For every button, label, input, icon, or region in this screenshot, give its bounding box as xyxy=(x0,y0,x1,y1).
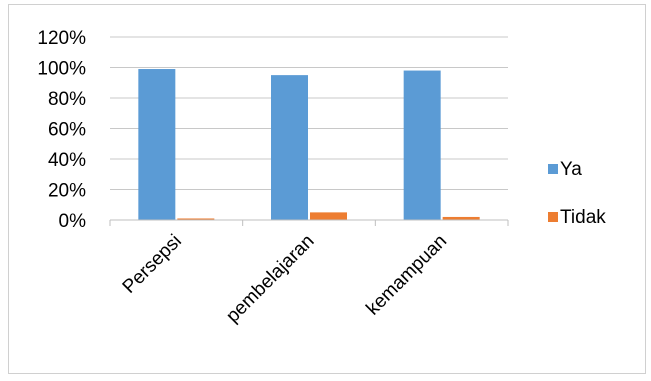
gridlines xyxy=(110,36,508,190)
y-tick-label: 60% xyxy=(48,120,86,141)
x-category-label: pembelajaran xyxy=(222,231,318,327)
legend-swatch-ya xyxy=(548,164,558,174)
bar-ya-pembelajaran xyxy=(271,75,308,220)
legend-label-tidak: Tidak xyxy=(560,207,606,228)
legend-label-ya: Ya xyxy=(560,159,582,180)
x-category-label: Persepsi xyxy=(119,231,186,298)
bar-tidak-pembelajaran xyxy=(310,212,347,220)
legend-swatch-tidak xyxy=(548,212,558,222)
y-axis-ticks: 0% 20% 40% 60% 80% 100% 120% xyxy=(37,28,86,232)
x-axis-labels: Persepsi pembelajaran kemampuan xyxy=(119,231,451,327)
y-tick-label: 40% xyxy=(48,150,86,171)
y-tick-label: 80% xyxy=(48,89,86,110)
bar-ya-kemampuan xyxy=(403,70,441,220)
bar-tidak-persepsi xyxy=(177,218,215,220)
x-category-label: kemampuan xyxy=(362,231,451,320)
bar-tidak-kemampuan xyxy=(442,216,480,220)
y-tick-label: 20% xyxy=(48,181,86,202)
y-tick-label: 120% xyxy=(37,28,86,49)
bar-ya-persepsi xyxy=(138,69,176,221)
y-tick-label: 100% xyxy=(37,59,86,80)
legend: Ya Tidak xyxy=(548,159,606,228)
x-axis-tickmarks xyxy=(109,220,509,226)
bars xyxy=(138,69,480,221)
y-tick-label: 0% xyxy=(59,211,87,232)
